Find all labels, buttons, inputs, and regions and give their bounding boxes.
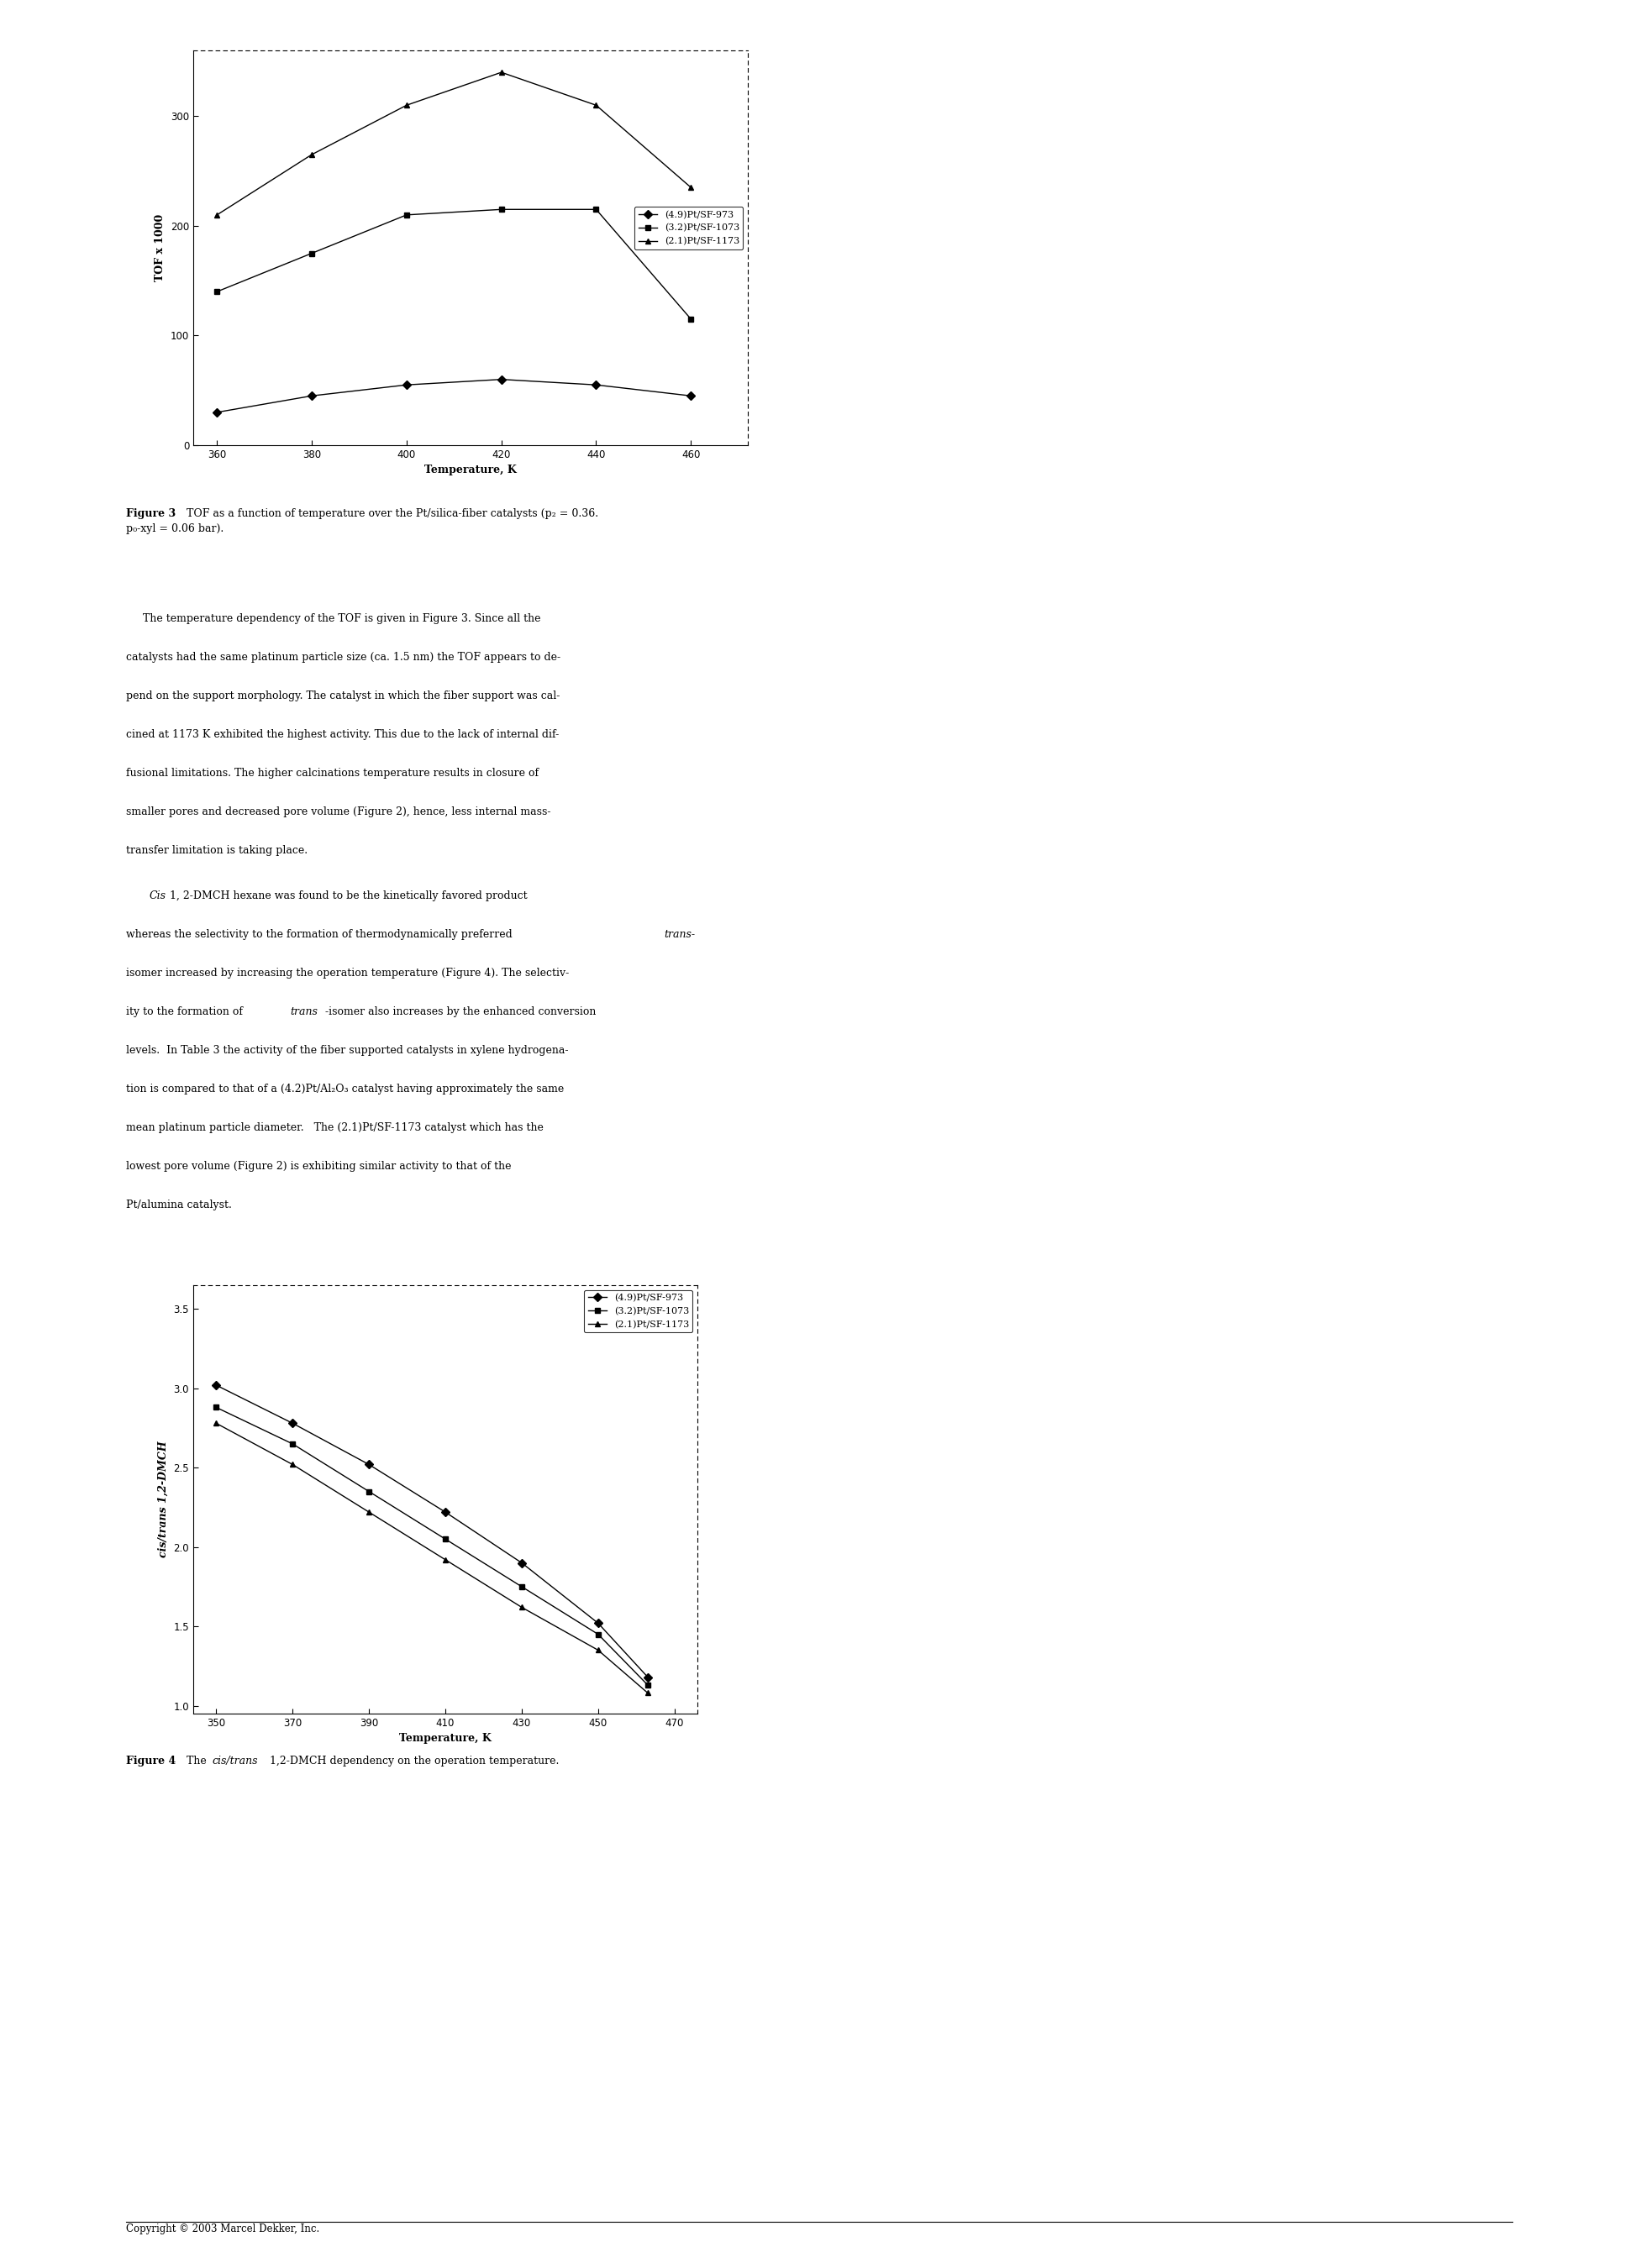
Text: whereas the selectivity to the formation of thermodynamically preferred: whereas the selectivity to the formation… bbox=[126, 930, 515, 939]
Text: tion is compared to that of a (4.2)Pt/Al₂O₃ catalyst having approximately the sa: tion is compared to that of a (4.2)Pt/Al… bbox=[126, 1084, 565, 1095]
Text: pend on the support morphology. The catalyst in which the fiber support was cal-: pend on the support morphology. The cata… bbox=[126, 689, 560, 701]
Text: lowest pore volume (Figure 2) is exhibiting similar activity to that of the: lowest pore volume (Figure 2) is exhibit… bbox=[126, 1161, 512, 1173]
X-axis label: Temperature, K: Temperature, K bbox=[425, 465, 517, 476]
Legend: (4.9)Pt/SF-973, (3.2)Pt/SF-1073, (2.1)Pt/SF-1173: (4.9)Pt/SF-973, (3.2)Pt/SF-1073, (2.1)Pt… bbox=[584, 1290, 693, 1334]
Text: trans: trans bbox=[290, 1007, 317, 1018]
Text: -isomer also increases by the enhanced conversion: -isomer also increases by the enhanced c… bbox=[325, 1007, 596, 1018]
Text: isomer increased by increasing the operation temperature (Figure 4). The selecti: isomer increased by increasing the opera… bbox=[126, 968, 569, 978]
Text: Figure 4: Figure 4 bbox=[126, 1755, 176, 1767]
Text: mean platinum particle diameter.   The (2.1)Pt/SF-1173 catalyst which has the: mean platinum particle diameter. The (2.… bbox=[126, 1123, 543, 1134]
Legend: (4.9)Pt/SF-973, (3.2)Pt/SF-1073, (2.1)Pt/SF-1173: (4.9)Pt/SF-973, (3.2)Pt/SF-1073, (2.1)Pt… bbox=[635, 206, 743, 249]
Text: The: The bbox=[184, 1755, 210, 1767]
Text: Copyright © 2003 Marcel Dekker, Inc.: Copyright © 2003 Marcel Dekker, Inc. bbox=[126, 2223, 320, 2234]
Y-axis label: cis/trans 1,2-DMCH: cis/trans 1,2-DMCH bbox=[158, 1440, 169, 1558]
Text: Pt/alumina catalyst.: Pt/alumina catalyst. bbox=[126, 1200, 231, 1211]
Text: smaller pores and decreased pore volume (Figure 2), hence, less internal mass-: smaller pores and decreased pore volume … bbox=[126, 807, 551, 816]
Text: ity to the formation of: ity to the formation of bbox=[126, 1007, 246, 1018]
Text: transfer limitation is taking place.: transfer limitation is taking place. bbox=[126, 846, 307, 855]
Text: 1,2-DMCH dependency on the operation temperature.: 1,2-DMCH dependency on the operation tem… bbox=[266, 1755, 560, 1767]
Text: p₀-xyl = 0.06 bar).: p₀-xyl = 0.06 bar). bbox=[126, 524, 223, 535]
Y-axis label: TOF x 1000: TOF x 1000 bbox=[154, 213, 166, 281]
X-axis label: Temperature, K: Temperature, K bbox=[399, 1733, 491, 1744]
Text: The temperature dependency of the TOF is given in Figure 3. Since all the: The temperature dependency of the TOF is… bbox=[126, 612, 540, 624]
Text: trans-: trans- bbox=[665, 930, 696, 939]
Text: cis/trans: cis/trans bbox=[212, 1755, 258, 1767]
Text: catalysts had the same platinum particle size (ca. 1.5 nm) the TOF appears to de: catalysts had the same platinum particle… bbox=[126, 651, 561, 662]
Text: Cis: Cis bbox=[149, 891, 166, 900]
Text: levels.  In Table 3 the activity of the fiber supported catalysts in xylene hydr: levels. In Table 3 the activity of the f… bbox=[126, 1046, 568, 1057]
Text: Figure 3: Figure 3 bbox=[126, 508, 176, 519]
Text: fusional limitations. The higher calcinations temperature results in closure of: fusional limitations. The higher calcina… bbox=[126, 769, 538, 778]
Text: cined at 1173 K exhibited the highest activity. This due to the lack of internal: cined at 1173 K exhibited the highest ac… bbox=[126, 728, 560, 739]
Text: TOF as a function of temperature over the Pt/silica-fiber catalysts (p₂ = 0.36.: TOF as a function of temperature over th… bbox=[184, 508, 599, 519]
Text: 1, 2-DMCH hexane was found to be the kinetically favored product: 1, 2-DMCH hexane was found to be the kin… bbox=[166, 891, 527, 900]
